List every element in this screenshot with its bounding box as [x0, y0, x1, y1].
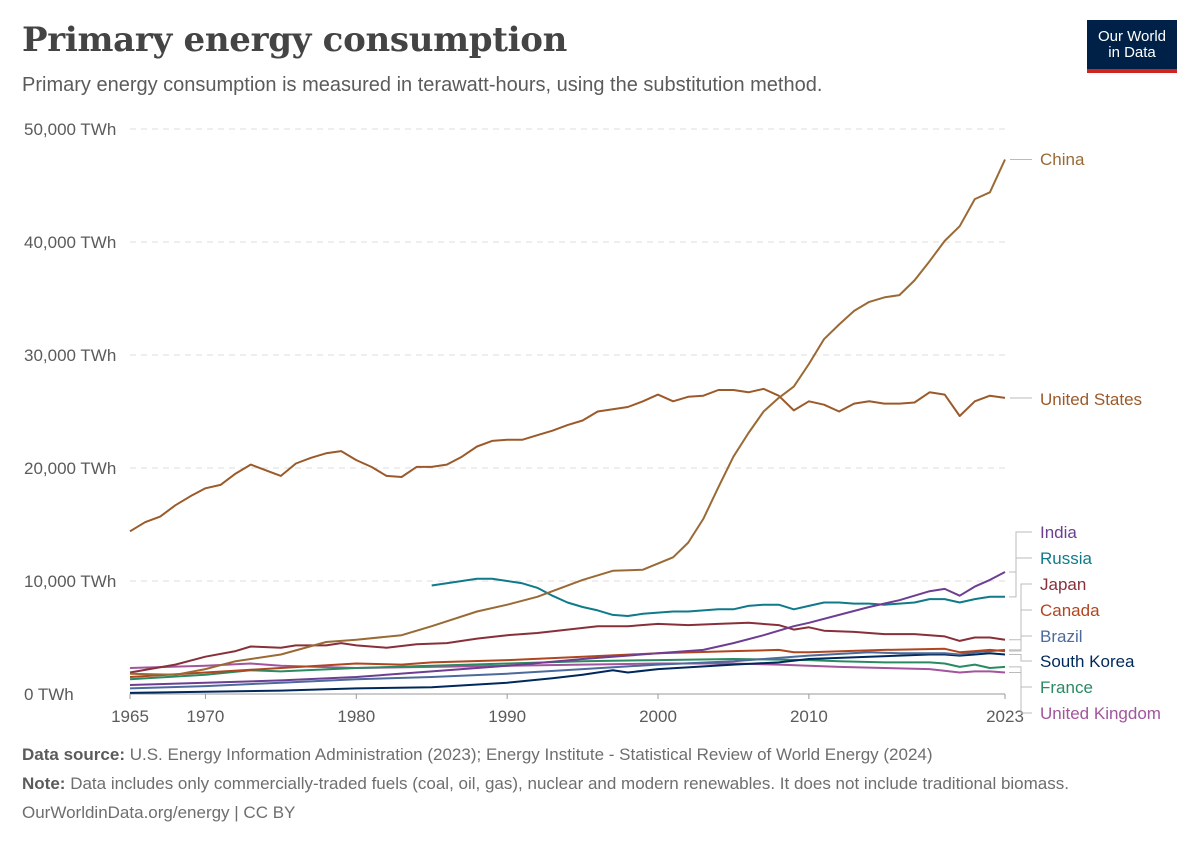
- series-line[interactable]: [129, 571, 1006, 686]
- label-connector: [1009, 672, 1032, 714]
- y-tick-label: 30,000 TWh: [24, 346, 116, 365]
- y-tick-label: 10,000 TWh: [24, 572, 116, 591]
- series-line[interactable]: [129, 159, 1006, 676]
- series-label[interactable]: Canada: [1040, 601, 1100, 620]
- data-source-label: Data source:: [22, 745, 125, 764]
- x-tick-label: 2000: [639, 707, 677, 726]
- x-tick-label: 1990: [488, 707, 526, 726]
- note: Note: Data includes only commercially-tr…: [22, 774, 1069, 794]
- note-text: Data includes only commercially-traded f…: [70, 774, 1069, 793]
- x-tick-label: 2010: [790, 707, 828, 726]
- label-connector: [1009, 609, 1032, 652]
- x-tick-label: 1970: [187, 707, 225, 726]
- line-chart: 0 TWh 10,000 TWh 20,000 TWh 30,000 TWh 40,00…: [24, 120, 1161, 726]
- series-label[interactable]: United States: [1040, 390, 1142, 409]
- series-line[interactable]: [129, 662, 1006, 674]
- series-line[interactable]: [129, 658, 1006, 681]
- series-line[interactable]: [129, 648, 1006, 690]
- series-lines: [129, 159, 1006, 694]
- note-label: Note:: [22, 774, 66, 793]
- series-labels: China United States India Russia Japan Canada…: [1009, 150, 1161, 723]
- series-label[interactable]: France: [1040, 678, 1093, 697]
- chart-subtitle: Primary energy consumption is measured i…: [22, 74, 823, 96]
- x-tick-label: 2023: [986, 707, 1024, 726]
- series-label[interactable]: India: [1040, 523, 1077, 542]
- label-connector: [1009, 531, 1032, 573]
- owid-logo[interactable]: Our World in Data: [1087, 20, 1177, 73]
- data-source-text: U.S. Energy Information Administration (…: [129, 745, 933, 764]
- y-tick-label: 50,000 TWh: [24, 120, 116, 139]
- y-tick-label: 20,000 TWh: [24, 459, 116, 478]
- x-tick-label: 1965: [111, 707, 149, 726]
- series-label[interactable]: South Korea: [1040, 652, 1135, 671]
- grid-lines: [130, 128, 1005, 582]
- series-label[interactable]: China: [1040, 150, 1085, 169]
- series-label[interactable]: Brazil: [1040, 627, 1083, 646]
- series-line[interactable]: [129, 647, 1006, 678]
- series-line[interactable]: [129, 621, 1006, 674]
- series-line[interactable]: [129, 387, 1006, 533]
- label-connector: [1009, 635, 1032, 651]
- label-connector: [1009, 653, 1032, 662]
- x-axis: 1965 1970 1980 1990 2000 2010 2023: [111, 693, 1024, 726]
- series-line[interactable]: [431, 577, 1005, 617]
- series-label[interactable]: Russia: [1040, 549, 1093, 568]
- logo-line-2: in Data: [1108, 44, 1156, 61]
- y-tick-label: 40,000 TWh: [24, 233, 116, 252]
- logo-line-1: Our World: [1097, 28, 1167, 45]
- series-label[interactable]: United Kingdom: [1040, 704, 1161, 723]
- y-axis: 0 TWh 10,000 TWh 20,000 TWh 30,000 TWh 40,00…: [24, 120, 116, 704]
- x-tick-label: 1980: [337, 707, 375, 726]
- data-source: Data source: U.S. Energy Information Adm…: [22, 745, 933, 765]
- y-tick-label: 0 TWh: [24, 685, 74, 704]
- label-connector: [1009, 557, 1032, 598]
- credit-link[interactable]: OurWorldinData.org/energy | CC BY: [22, 803, 296, 822]
- series-line[interactable]: [129, 652, 1006, 694]
- series-label[interactable]: Japan: [1040, 575, 1086, 594]
- chart-title: Primary energy consumption: [22, 20, 568, 60]
